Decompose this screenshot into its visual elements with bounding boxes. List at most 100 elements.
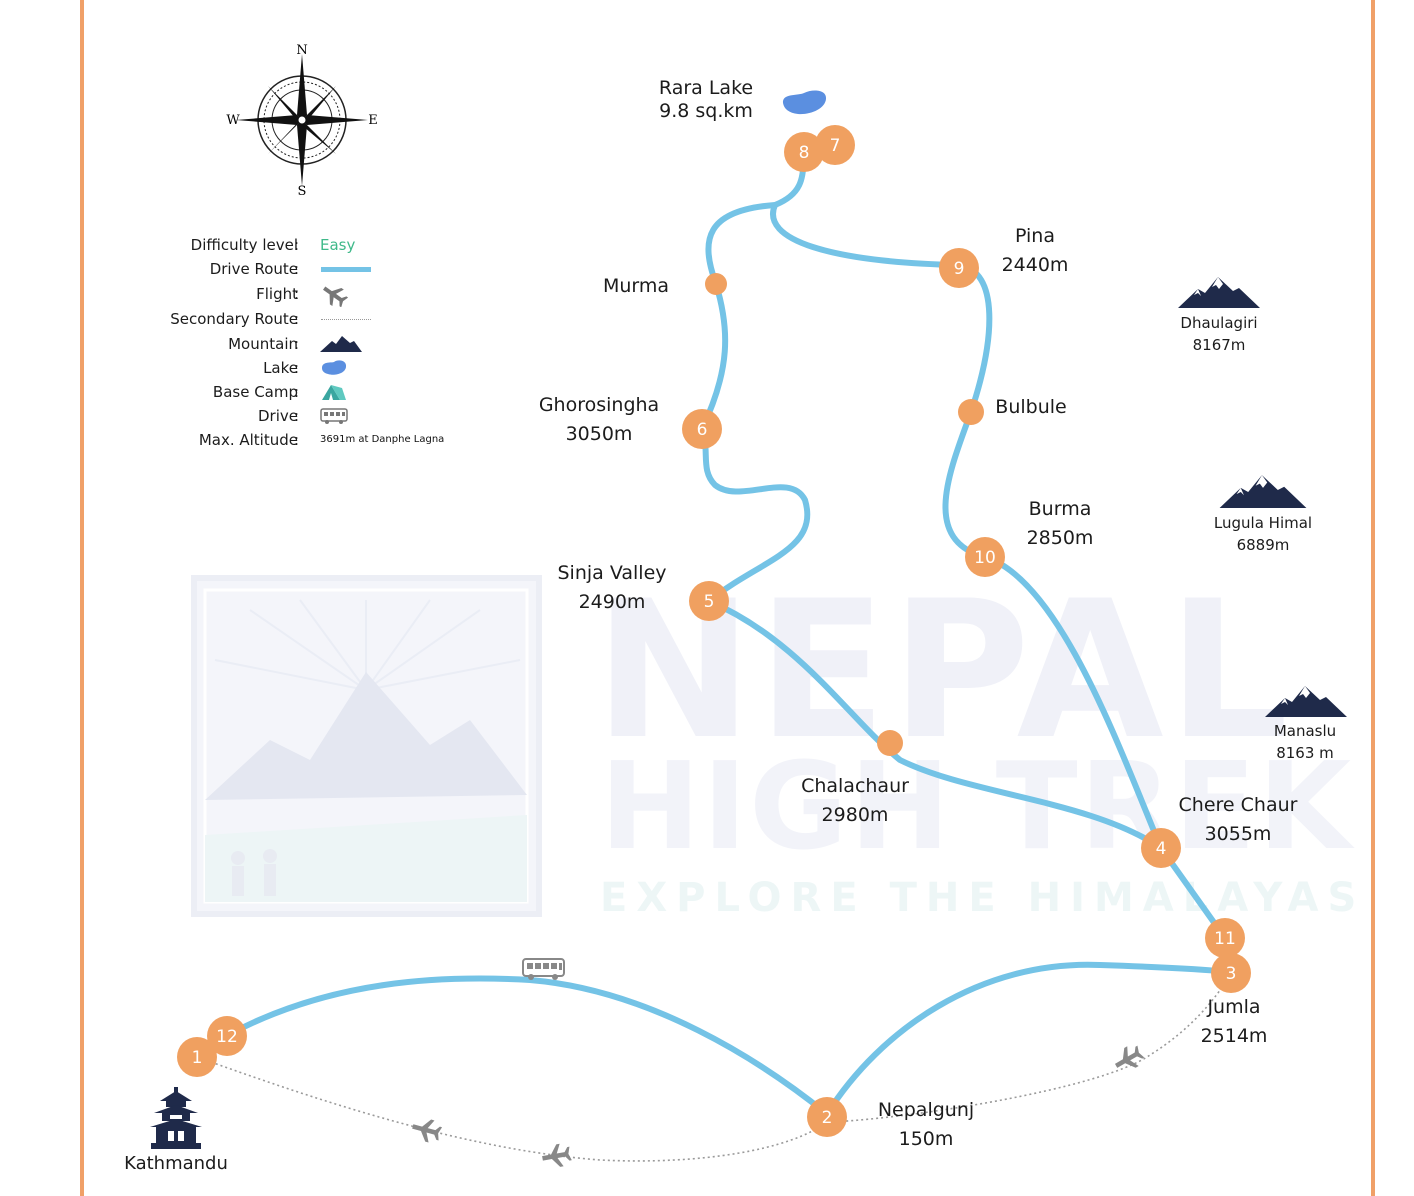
svg-text:4: 4 <box>1156 839 1167 859</box>
place-label-pina: Pina 2440m <box>1002 222 1069 280</box>
left-border <box>80 0 84 1196</box>
svg-text:1: 1 <box>192 1048 203 1068</box>
mountain-label-dhaulagiri: Dhaulagiri 8167m <box>1180 312 1257 356</box>
right-border <box>1371 0 1375 1196</box>
place-altitude: 150m <box>898 1128 954 1150</box>
mountain-icon <box>1265 686 1347 717</box>
blue-line-icon <box>321 267 371 272</box>
stop-marker-9: 9 <box>939 248 979 288</box>
place-altitude: 2514m <box>1200 1025 1268 1047</box>
compass-s: S <box>298 184 307 199</box>
place-altitude: 2980m <box>821 804 889 826</box>
mountain-name: Dhaulagiri <box>1180 314 1258 332</box>
mountain-altitude: 6889m <box>1236 536 1290 554</box>
plane-icon <box>542 1143 572 1167</box>
compass-e: E <box>368 113 378 128</box>
legend-key-mountain: Mountain <box>228 335 298 353</box>
place-altitude: 3050m <box>565 423 633 445</box>
mountain-icon <box>320 336 362 352</box>
place-name: Jumla <box>1207 996 1261 1018</box>
place-label-nepalgunj: Nepalgunj 150m <box>878 1096 974 1154</box>
watermark-tagline: EXPLORE THE HIMALAYAS <box>600 875 1366 921</box>
place-label-jumla: Jumla 2514m <box>1201 993 1268 1051</box>
place-name: Nepalgunj <box>877 1099 975 1121</box>
place-altitude: 3055m <box>1204 823 1272 845</box>
place-altitude: 2490m <box>578 591 646 613</box>
mountain-icon <box>1178 277 1260 308</box>
place-name: Burma <box>1028 498 1092 520</box>
legend-value-max-altitude: 3691m at Danphe Lagna <box>320 434 445 445</box>
stop-marker-2: 2 <box>807 1097 847 1137</box>
mountain-icon <box>1219 475 1307 508</box>
drive-route-rara-pina-chere <box>770 202 1164 851</box>
legend-key-drive: Drive <box>258 407 298 425</box>
legend-colon: : <box>294 236 300 254</box>
drive-route-jumla-chalachaur-sinja <box>706 598 1234 975</box>
bus-icon <box>522 958 565 980</box>
plane-icon <box>1114 1045 1144 1068</box>
svg-text:11: 11 <box>1214 929 1236 949</box>
mountain-altitude: 8167m <box>1192 336 1246 354</box>
legend-colon: : <box>294 285 300 303</box>
place-label-chere-chaur: Chere Chaur 3055m <box>1179 791 1298 849</box>
stop-marker-7: 7 <box>815 125 855 165</box>
place-name: Chere Chaur <box>1178 794 1298 816</box>
place-area: 9.8 sq.km <box>659 100 753 122</box>
stop-marker-8: 8 <box>784 132 824 172</box>
svg-text:10: 10 <box>974 548 996 568</box>
dotted-line-icon <box>321 319 371 320</box>
stop-marker-5: 5 <box>689 581 729 621</box>
legend-key-base-camp: Base Camp <box>212 383 298 401</box>
compass-rose-icon: N S E W <box>226 43 378 199</box>
svg-text:12: 12 <box>216 1027 238 1047</box>
drive-route-kathmandu-nepalgunj <box>223 975 830 1117</box>
legend-key-difficulty: Difficulty level <box>190 236 298 254</box>
legend-key-flight: Flight <box>256 285 298 303</box>
place-name: Kathmandu <box>124 1153 228 1174</box>
svg-text:2: 2 <box>822 1108 833 1128</box>
waypoint-dot-murma <box>705 273 727 295</box>
place-altitude: 2440m <box>1001 254 1069 276</box>
place-name: Murma <box>602 275 670 297</box>
legend-key-max-altitude: Max. Altitude <box>198 431 298 449</box>
plane-icon <box>323 286 348 307</box>
plane-icon <box>412 1119 442 1143</box>
svg-text:9: 9 <box>954 259 965 279</box>
rara-lake-icon <box>782 90 827 115</box>
place-name: Sinja Valley <box>557 562 667 584</box>
legend-colon: : <box>294 383 300 401</box>
legend-key-lake: Lake <box>263 359 298 377</box>
stop-marker-6: 6 <box>682 409 722 449</box>
tent-icon <box>322 385 346 400</box>
legend-colon: : <box>294 260 300 278</box>
lake-icon <box>322 360 347 375</box>
bus-icon <box>320 408 348 424</box>
legend-colon: : <box>294 335 300 353</box>
place-name: Chalachaur <box>801 775 909 797</box>
stop-marker-10: 10 <box>965 537 1005 577</box>
mountain-label-lugula-himal: Lugula Himal 6889m <box>1214 512 1312 556</box>
waypoint-dot-bulbule <box>958 399 984 425</box>
watermark-line2: HIGH TREK <box>600 738 1353 877</box>
legend-value-difficulty: Easy <box>320 236 356 254</box>
place-label-burma: Burma 2850m <box>1027 495 1094 553</box>
legend-colon: : <box>294 310 300 328</box>
secondary-route <box>196 974 1231 1162</box>
place-label-chalachaur: Chalachaur 2980m <box>801 772 909 830</box>
legend-key-secondary-route: Secondary Route <box>170 310 298 328</box>
svg-text:8: 8 <box>799 143 810 163</box>
mountain-altitude: 8163 m <box>1276 744 1334 762</box>
stop-marker-3: 3 <box>1211 953 1251 993</box>
legend-colon: : <box>294 431 300 449</box>
place-altitude: 2850m <box>1026 527 1094 549</box>
temple-icon <box>150 1087 202 1149</box>
place-name: Pina <box>1014 225 1055 247</box>
place-label-bulbule: Bulbule <box>995 393 1066 422</box>
place-label-kathmandu: Kathmandu <box>124 1149 228 1178</box>
svg-text:5: 5 <box>704 592 715 612</box>
legend-colon: : <box>294 359 300 377</box>
drive-route-nepalgunj-jumla <box>824 961 1234 1117</box>
